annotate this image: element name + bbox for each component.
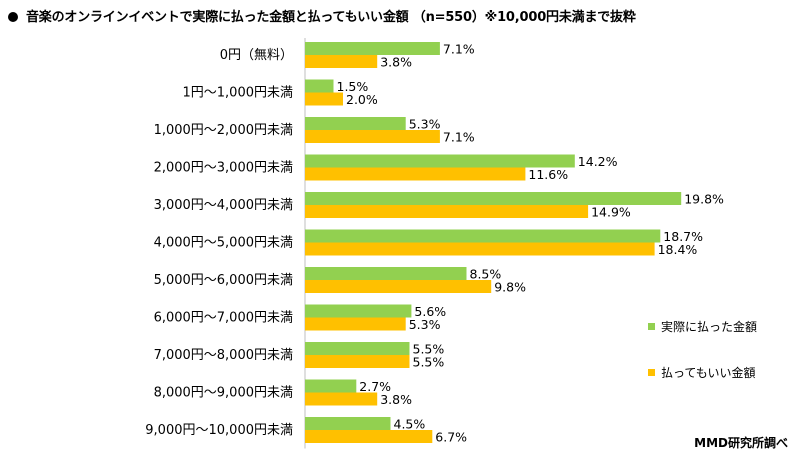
chart-title: 音楽のオンラインイベントで実際に払った金額と払ってもいい金額 （n=550）※1… [8,6,636,25]
legend-label-series2: 払ってもいい金額 [661,366,756,380]
title-bullet-icon [8,12,18,22]
data-label-series2: 3.8% [380,392,412,407]
bar-series1 [305,417,391,430]
data-label-series1: 18.7% [663,229,703,244]
bar-series1 [305,267,467,280]
category-label: 2,000円～3,000円未満 [154,161,293,176]
data-label-series1: 8.5% [470,267,502,282]
bar-series2 [305,55,378,68]
data-label-series2: 5.3% [409,317,441,332]
category-label: 7,000円～8,000円未満 [154,348,293,363]
category-label: 0円（無料） [220,48,293,63]
bar-series2 [305,205,589,218]
category-label: 5,000円～6,000円未満 [154,273,293,288]
bar-series2 [305,92,343,106]
data-label-series1: 5.3% [409,117,441,132]
data-label-series1: 19.8% [684,192,724,207]
category-label: 1円～1,000円未満 [183,86,294,101]
bar-series1 [305,154,575,168]
data-label-series2: 14.9% [591,205,631,220]
bar-series2 [305,317,406,331]
category-label: 4,000円～5,000円未満 [154,236,293,251]
data-label-series2: 9.8% [494,280,526,295]
bar-series2 [305,242,655,256]
data-label-series1: 2.7% [359,379,391,394]
data-label-series1: 7.1% [443,42,475,57]
category-label: 9,000円～10,000円未満 [145,423,293,438]
legend-item-series1: 実際に払った金額 [648,318,757,335]
bar-series1 [305,379,357,393]
bar-series2 [305,167,526,181]
bar-series2 [305,280,492,293]
bar-series1 [305,229,661,243]
data-label-series2: 2.0% [346,92,378,107]
data-label-series1: 5.5% [413,342,445,357]
bar-series2 [305,355,410,368]
bar-series1 [305,192,682,205]
data-label-series2: 7.1% [443,130,475,145]
category-label: 6,000円～7,000円未満 [154,311,293,326]
data-label-series2: 3.8% [380,55,412,70]
legend-swatch-series2 [648,369,655,376]
legend-item-series2: 払ってもいい金額 [648,364,756,381]
data-label-series1: 14.2% [578,154,618,169]
data-label-series1: 1.5% [337,79,369,94]
bar-series2 [305,430,433,443]
bar-series2 [305,392,378,406]
legend-swatch-series1 [648,323,655,330]
legend-label-series1: 実際に払った金額 [661,320,758,334]
data-label-series2: 5.5% [413,355,445,370]
source-credit: MMD研究所調べ [694,436,788,450]
data-label-series1: 5.6% [414,304,446,319]
data-label-series2: 11.6% [528,167,568,182]
bar-series1 [305,79,334,93]
bar-series1 [305,304,412,318]
data-label-series1: 4.5% [394,417,426,432]
data-label-series2: 6.7% [435,430,467,445]
category-label: 8,000円～9,000円未満 [154,386,293,401]
category-label: 1,000円～2,000円未満 [154,123,293,138]
category-label: 3,000円～4,000円未満 [154,198,293,213]
bar-series2 [305,130,440,143]
data-label-series2: 18.4% [658,242,698,257]
bar-series1 [305,342,410,355]
bar-series1 [305,117,406,130]
chart-title-text: 音楽のオンラインイベントで実際に払った金額と払ってもいい金額 （n=550）※1… [26,10,636,25]
bar-series1 [305,42,440,55]
